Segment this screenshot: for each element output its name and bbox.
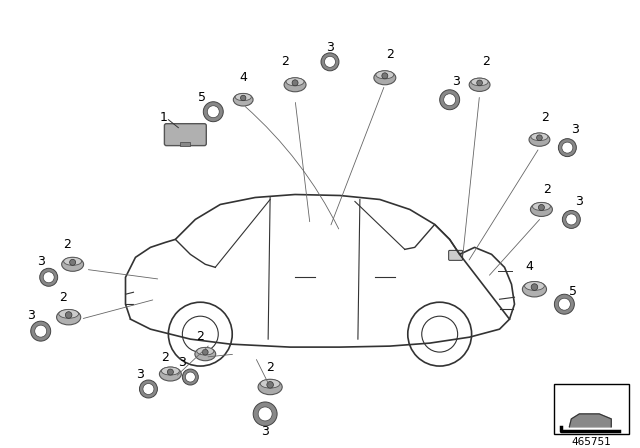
Text: 5: 5	[198, 91, 206, 104]
Text: 3: 3	[27, 309, 35, 322]
Ellipse shape	[161, 367, 179, 375]
Text: 2: 2	[266, 361, 274, 374]
Text: 2: 2	[543, 183, 551, 196]
Ellipse shape	[195, 348, 216, 361]
Text: 3: 3	[136, 367, 145, 380]
Text: 5: 5	[570, 285, 577, 298]
Ellipse shape	[56, 310, 81, 325]
Ellipse shape	[284, 78, 306, 92]
Circle shape	[444, 94, 456, 106]
Text: 3: 3	[36, 255, 45, 268]
Text: 2: 2	[196, 330, 204, 343]
Text: 2: 2	[541, 111, 549, 124]
Ellipse shape	[235, 94, 252, 101]
Ellipse shape	[531, 133, 548, 141]
Circle shape	[558, 298, 570, 310]
Ellipse shape	[260, 379, 280, 388]
Ellipse shape	[258, 379, 282, 395]
Ellipse shape	[59, 310, 79, 318]
Circle shape	[566, 214, 577, 225]
Ellipse shape	[374, 71, 396, 85]
Text: 1: 1	[159, 111, 167, 124]
Ellipse shape	[234, 94, 253, 106]
Circle shape	[324, 56, 335, 67]
Ellipse shape	[471, 78, 488, 86]
Circle shape	[182, 369, 198, 385]
Text: 2: 2	[63, 238, 70, 251]
Ellipse shape	[532, 202, 550, 211]
Circle shape	[143, 383, 154, 395]
Circle shape	[202, 349, 208, 355]
Text: 3: 3	[326, 41, 334, 54]
Circle shape	[35, 325, 47, 337]
Circle shape	[440, 90, 460, 110]
Circle shape	[207, 106, 220, 118]
FancyBboxPatch shape	[164, 124, 206, 146]
Circle shape	[292, 80, 298, 86]
Circle shape	[267, 382, 273, 388]
Text: 4: 4	[239, 71, 247, 84]
Circle shape	[65, 312, 72, 318]
Circle shape	[382, 73, 388, 79]
Text: 3: 3	[452, 75, 460, 88]
Text: 2: 2	[59, 291, 67, 304]
Ellipse shape	[522, 282, 547, 297]
Circle shape	[538, 204, 545, 211]
Circle shape	[70, 259, 76, 265]
Text: 2: 2	[281, 56, 289, 69]
Bar	[180, 142, 190, 146]
Text: 3: 3	[179, 356, 186, 369]
Circle shape	[562, 142, 573, 153]
FancyBboxPatch shape	[449, 250, 463, 260]
Circle shape	[258, 407, 272, 421]
Circle shape	[531, 284, 538, 290]
Polygon shape	[570, 414, 611, 427]
Circle shape	[204, 102, 223, 122]
Circle shape	[321, 53, 339, 71]
Circle shape	[558, 138, 577, 157]
Ellipse shape	[376, 71, 394, 79]
Text: 3: 3	[575, 195, 583, 208]
Text: 465751: 465751	[572, 437, 611, 447]
Circle shape	[477, 80, 483, 86]
Ellipse shape	[196, 348, 214, 355]
Circle shape	[554, 294, 574, 314]
Ellipse shape	[286, 78, 304, 86]
Circle shape	[40, 268, 58, 286]
Circle shape	[140, 380, 157, 398]
Circle shape	[31, 321, 51, 341]
Circle shape	[241, 95, 246, 101]
Ellipse shape	[469, 78, 490, 91]
Circle shape	[253, 402, 277, 426]
Ellipse shape	[61, 257, 84, 271]
Text: 2: 2	[482, 56, 490, 69]
Circle shape	[44, 272, 54, 283]
Bar	[554, 384, 629, 434]
Text: 2: 2	[386, 48, 394, 61]
Text: 2: 2	[161, 351, 170, 364]
Ellipse shape	[525, 282, 545, 290]
Circle shape	[536, 135, 542, 141]
Ellipse shape	[531, 202, 552, 216]
Text: 4: 4	[525, 260, 533, 273]
Ellipse shape	[159, 367, 181, 381]
Circle shape	[168, 369, 173, 375]
Text: 3: 3	[572, 123, 579, 136]
Circle shape	[563, 211, 580, 228]
Ellipse shape	[63, 257, 82, 265]
Ellipse shape	[529, 133, 550, 146]
Text: 3: 3	[261, 426, 269, 439]
Circle shape	[186, 372, 195, 382]
